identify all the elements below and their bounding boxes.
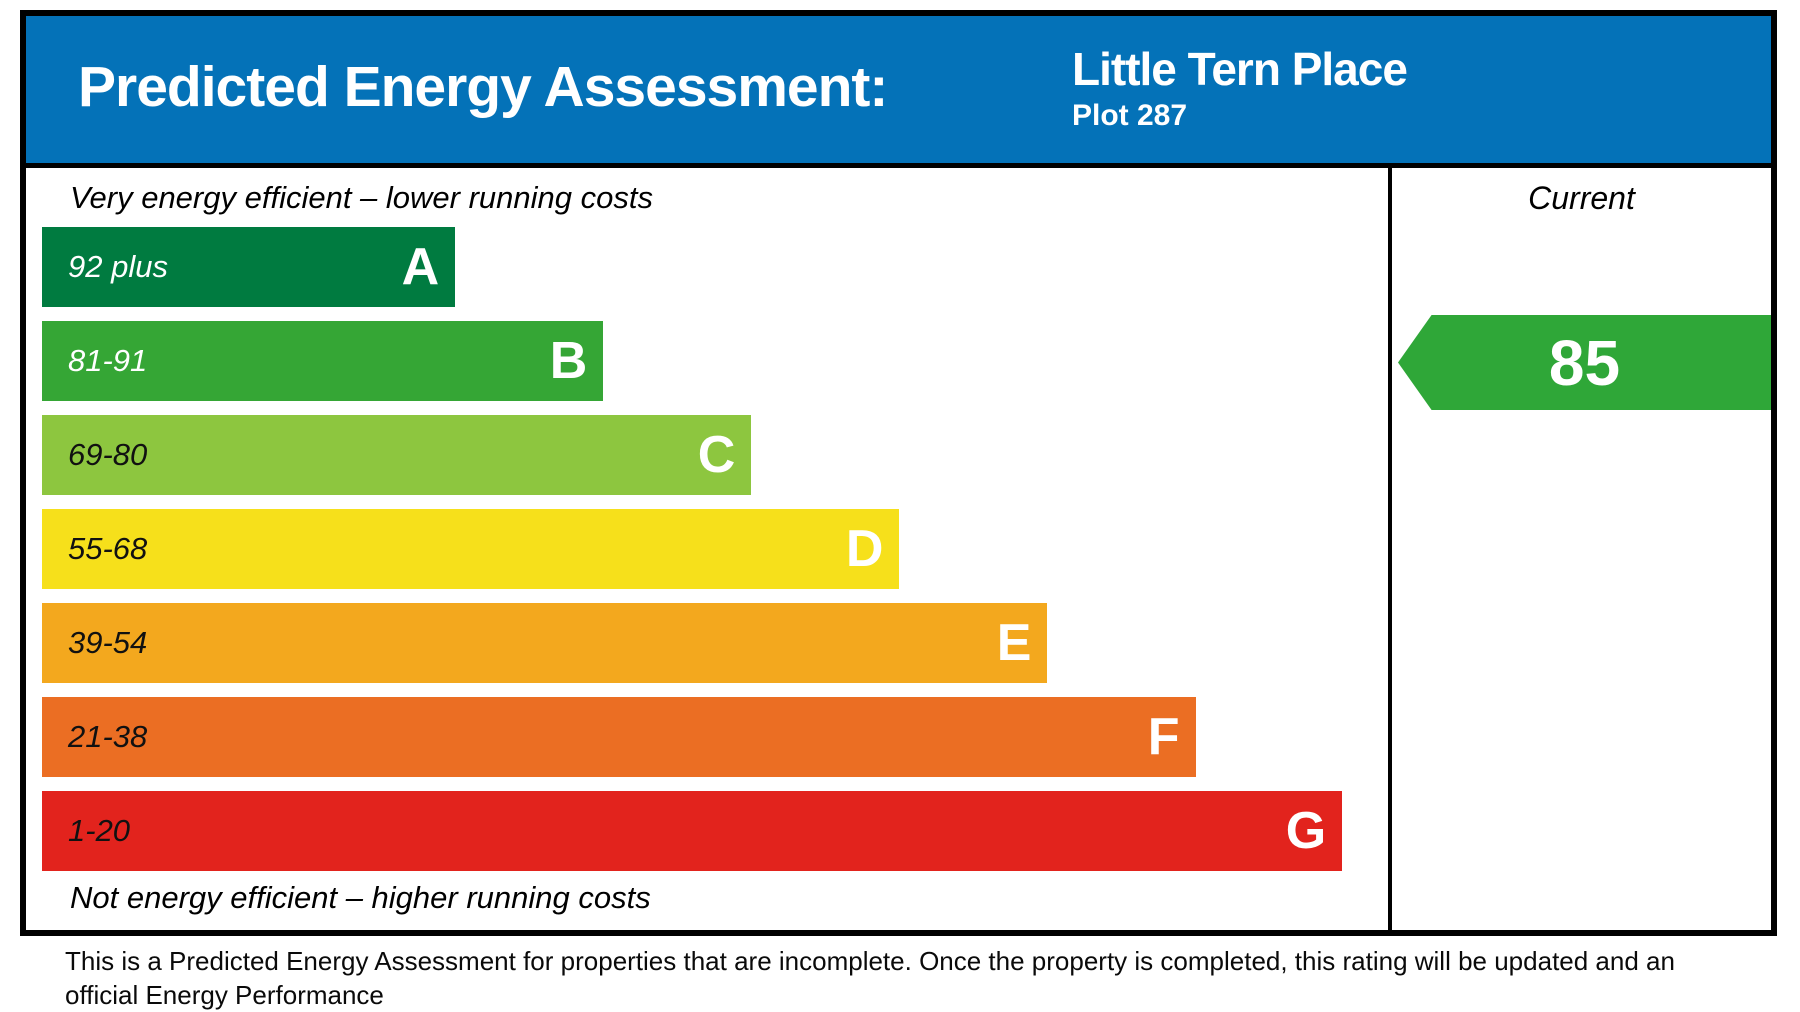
footer-line-1: This is a Predicted Energy Assessment fo… — [65, 946, 1675, 1010]
certificate-header: Predicted Energy Assessment: Little Tern… — [26, 16, 1771, 168]
current-rating-arrow: 85 — [1398, 315, 1771, 410]
band-range-label: 39-54 — [68, 625, 148, 660]
band-letter: D — [845, 520, 884, 578]
band-range-label: 92 plus — [68, 249, 168, 284]
band-range-label: 69-80 — [68, 437, 148, 472]
page-title: Predicted Energy Assessment: — [78, 55, 888, 119]
band-range-label: 81-91 — [68, 343, 148, 378]
current-rating-value: 85 — [1548, 326, 1621, 399]
rating-bands-column: Very energy efficient – lower running co… — [26, 168, 1388, 930]
band-row-e: 39-54 E — [42, 603, 1048, 683]
band-row-c: 69-80 C — [42, 415, 752, 495]
band-letter: B — [549, 332, 588, 390]
band-range-label: 1-20 — [68, 813, 131, 848]
rating-bands: 92 plus A 81-91 B 69-80 C 55-68 D — [42, 227, 1388, 885]
footer-disclaimer: This is a Predicted Energy Assessment fo… — [65, 944, 1725, 1012]
band-letter: F — [1147, 708, 1180, 766]
band-row-g: 1-20 G — [42, 791, 1343, 871]
band-range-label: 21-38 — [68, 719, 148, 754]
rating-chart: Very energy efficient – lower running co… — [26, 168, 1771, 930]
band-row-a: 92 plus A — [42, 227, 456, 307]
band-row-b: 81-91 B — [42, 321, 604, 401]
property-plot: Plot 287 — [1072, 98, 1188, 132]
bottom-caption: Not energy efficient – higher running co… — [70, 880, 651, 915]
band-row-f: 21-38 F — [42, 697, 1196, 777]
epc-certificate-panel: Predicted Energy Assessment: Little Tern… — [20, 10, 1777, 936]
band-letter: E — [996, 614, 1032, 672]
band-range-label: 55-68 — [68, 531, 148, 566]
top-caption: Very energy efficient – lower running co… — [70, 180, 653, 215]
band-letter: G — [1285, 802, 1327, 860]
property-info: Little Tern Place Plot 287 — [1072, 43, 1408, 132]
band-letter: A — [401, 238, 440, 296]
current-rating-column: Current 85 — [1388, 168, 1771, 930]
property-name: Little Tern Place — [1072, 43, 1408, 95]
current-column-header: Current — [1528, 180, 1635, 216]
band-row-d: 55-68 D — [42, 509, 900, 589]
band-letter: C — [697, 426, 736, 484]
